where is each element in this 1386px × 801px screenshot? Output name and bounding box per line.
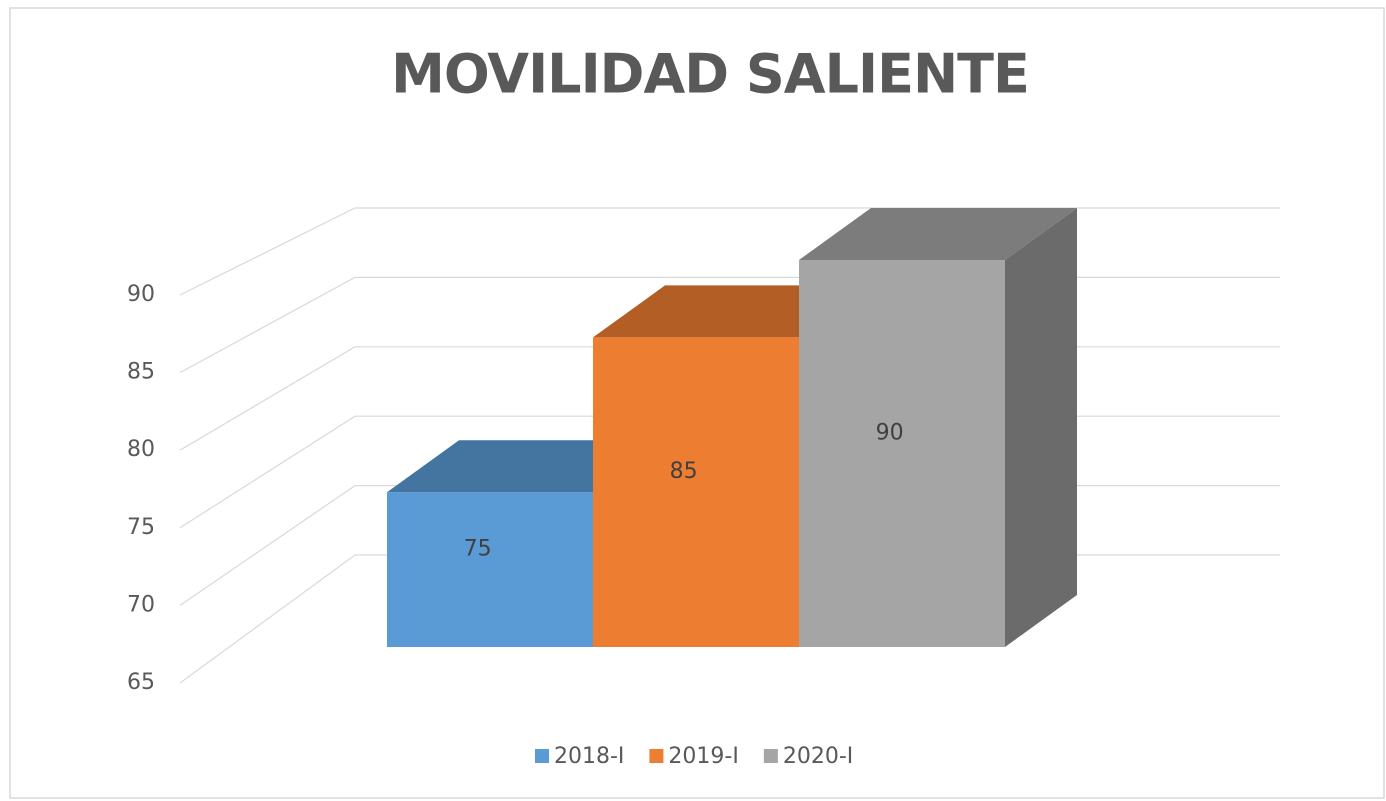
legend-swatch xyxy=(535,749,549,763)
legend-label: 2020-I xyxy=(783,744,853,769)
value-label: 85 xyxy=(670,459,698,484)
y-tick-label: 70 xyxy=(127,592,155,617)
value-label: 90 xyxy=(876,421,904,446)
legend-swatch xyxy=(763,749,778,763)
legend-label: 2019-I xyxy=(668,744,738,769)
y-tick-label: 80 xyxy=(127,437,155,462)
bar-top xyxy=(799,208,1077,260)
bar-side xyxy=(1005,208,1077,647)
chart-title: MOVILIDAD SALIENTE xyxy=(391,43,1029,106)
legend-swatch xyxy=(649,749,664,763)
bar xyxy=(593,337,799,647)
y-tick-label: 65 xyxy=(127,670,155,695)
value-label: 75 xyxy=(464,537,492,562)
y-tick-label: 75 xyxy=(127,515,155,540)
bar xyxy=(387,492,593,647)
bar xyxy=(799,260,1005,647)
y-tick-label: 90 xyxy=(127,282,155,307)
legend-label: 2018-I xyxy=(554,744,624,769)
y-tick-label: 85 xyxy=(127,360,155,385)
